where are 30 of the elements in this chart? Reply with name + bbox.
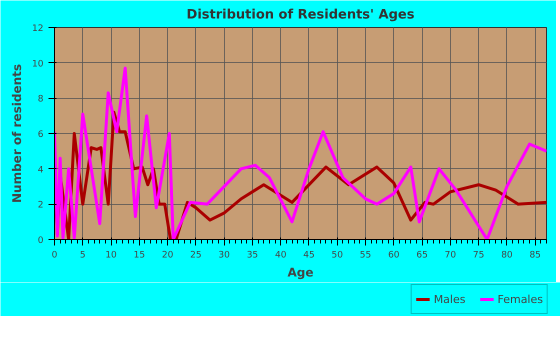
- x-tick-label: 65: [416, 250, 428, 260]
- x-tick-label: 50: [332, 250, 344, 260]
- x-tick-label: 35: [246, 250, 258, 260]
- x-tick-label: 15: [134, 250, 146, 260]
- x-tick-label: 5: [80, 250, 86, 260]
- x-tick-label: 70: [444, 250, 456, 260]
- x-tick-label: 25: [190, 250, 202, 260]
- y-tick-label: 6: [38, 130, 44, 140]
- y-tick-label: 10: [32, 59, 44, 70]
- x-tick-label: 85: [529, 250, 541, 260]
- x-tick-label: 0: [52, 250, 58, 260]
- legend-label: Males: [434, 292, 466, 306]
- y-tick-label: 2: [38, 200, 44, 211]
- y-axis-title: Number of residents: [10, 64, 24, 204]
- y-tick-label: 4: [38, 165, 44, 176]
- y-tick-label: 8: [38, 94, 44, 105]
- x-tick-label: 10: [105, 250, 118, 260]
- y-tick-label: 0: [38, 236, 44, 246]
- y-tick-label: 12: [32, 24, 44, 34]
- x-tick-label: 45: [303, 250, 315, 260]
- x-tick-label: 80: [501, 250, 513, 260]
- x-tick-label: 20: [162, 250, 174, 260]
- x-tick-label: 55: [360, 250, 372, 260]
- x-tick-label: 75: [472, 250, 484, 260]
- legend-label: Females: [497, 292, 543, 306]
- x-tick-label: 60: [388, 250, 400, 260]
- chart-title: Distribution of Residents' Ages: [186, 8, 415, 22]
- x-tick-label: 40: [274, 250, 287, 260]
- x-axis-title: Age: [287, 266, 314, 280]
- x-tick-label: 30: [218, 250, 230, 260]
